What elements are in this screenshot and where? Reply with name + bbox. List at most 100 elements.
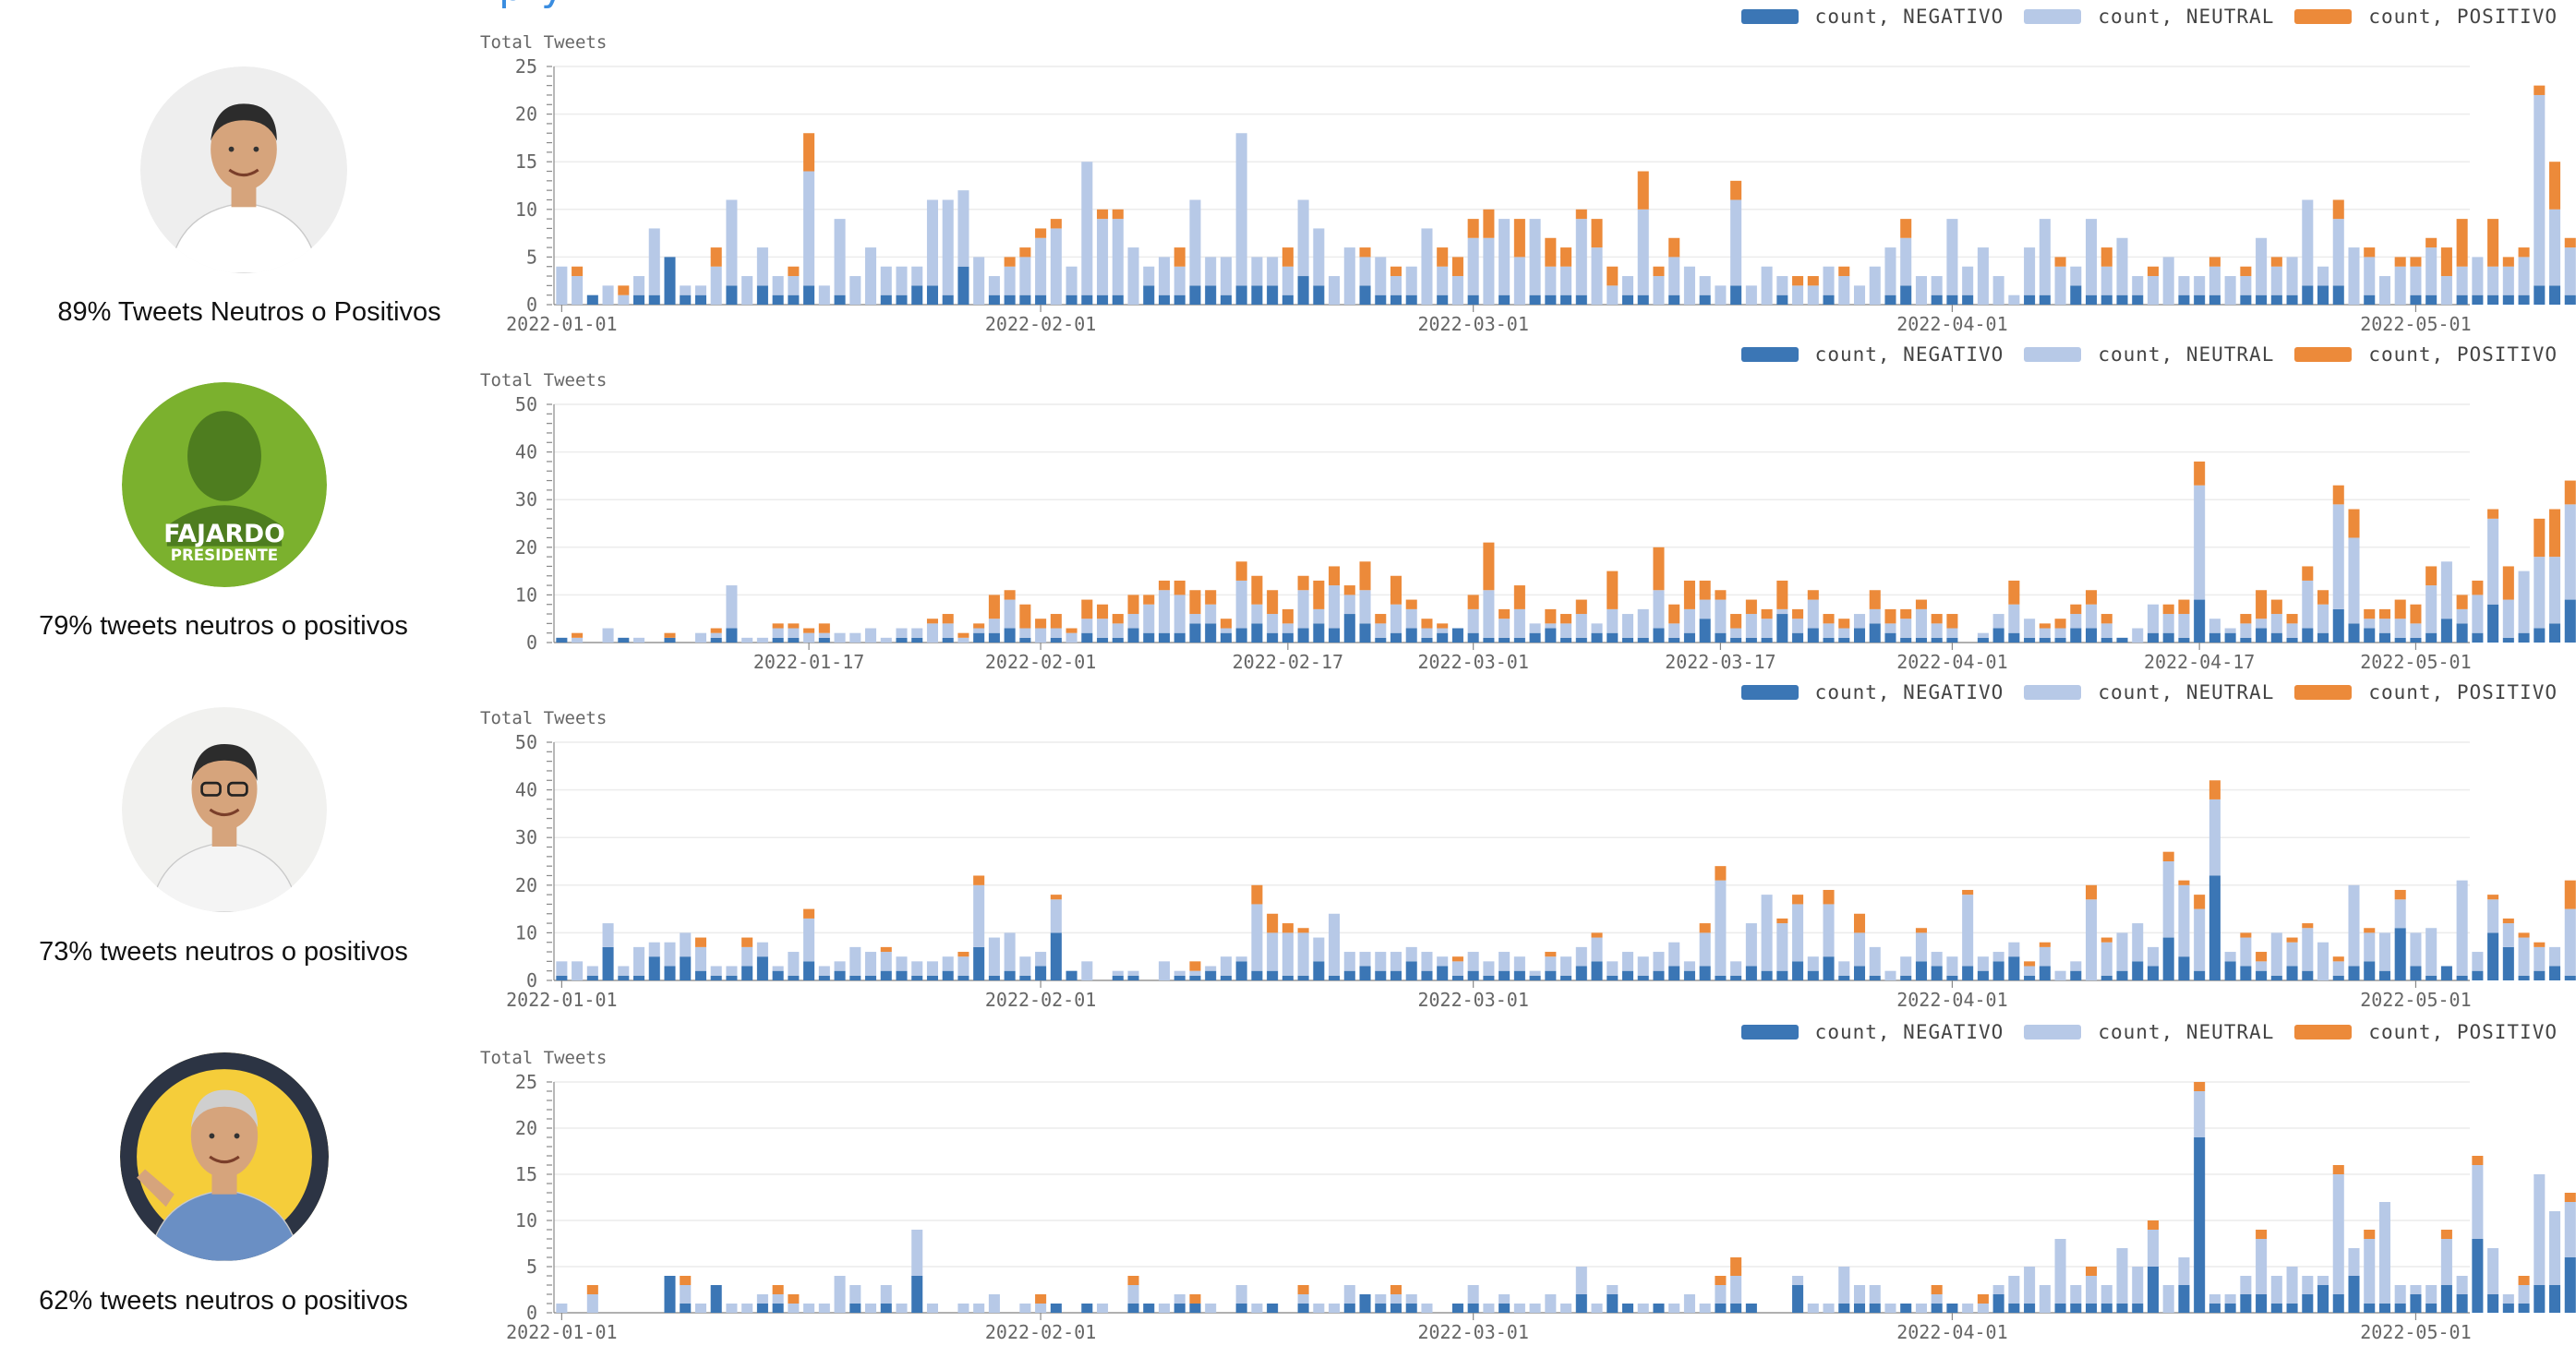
bar-neutral [1807, 285, 1819, 305]
bar-positivo [2440, 247, 2452, 277]
bar-negativo [1931, 966, 1943, 980]
bar-neutral [1838, 628, 1850, 638]
bar-negativo [942, 637, 954, 643]
bar-neutral [834, 1276, 846, 1313]
bar-neutral [973, 628, 985, 633]
legend-item[interactable]: count, NEGATIVO [1740, 1021, 2004, 1043]
glasses-right [227, 781, 248, 797]
bar-positivo [788, 623, 800, 629]
bar-positivo [973, 623, 985, 629]
bar-negativo [2549, 285, 2561, 305]
legend-item[interactable]: count, NEUTRAL [2024, 681, 2274, 703]
bar-neutral [1421, 952, 1433, 971]
x-tick-label: 2022-04-01 [1896, 313, 2007, 335]
bar-positivo [772, 1285, 784, 1294]
bar-neutral [2378, 619, 2390, 633]
bar-negativo [2178, 637, 2190, 643]
bar-neutral [1838, 1267, 1850, 1304]
bar-neutral [880, 266, 892, 295]
bar-neutral [1900, 619, 1912, 638]
legend-swatch [1740, 685, 1799, 700]
bar-negativo [1621, 1304, 1634, 1313]
bar-positivo [2456, 595, 2468, 609]
bar-negativo [1405, 961, 1417, 980]
bar-neutral [1992, 952, 2004, 962]
bar-negativo [2410, 637, 2422, 643]
bar-positivo [1359, 561, 1371, 591]
bar-positivo [788, 1294, 800, 1304]
legend-item[interactable]: count, POSITIVO [2294, 343, 2558, 366]
bar-neutral [2270, 1276, 2282, 1304]
y-tick-label: 5 [526, 246, 537, 268]
bar-negativo [788, 294, 800, 305]
x-tick-label: 2022-05-01 [2360, 651, 2471, 673]
legend-item[interactable]: count, NEUTRAL [2024, 343, 2274, 366]
bar-neutral [1977, 1304, 1989, 1313]
y-tick-label: 20 [515, 103, 537, 126]
bar-negativo [1390, 970, 1402, 980]
bar-negativo [1081, 1304, 1093, 1313]
legend-item[interactable]: count, POSITIVO [2294, 1021, 2558, 1043]
bar-neutral [2147, 1230, 2159, 1267]
bar-negativo [2518, 632, 2530, 643]
bar-negativo [556, 975, 568, 980]
legend-label: count, NEGATIVO [1814, 6, 2004, 28]
y-tick-label: 50 [515, 393, 537, 415]
bar-positivo [694, 937, 706, 947]
bar-positivo [2564, 1193, 2576, 1202]
legend-item[interactable]: count, NEUTRAL [2024, 1021, 2274, 1043]
bar-positivo [2332, 1165, 2344, 1174]
bar-neutral [1297, 199, 1309, 277]
x-tick-label: 2022-03-17 [1665, 651, 1776, 673]
bar-negativo [1297, 276, 1309, 305]
hair [190, 1089, 259, 1128]
bar-neutral [633, 946, 645, 976]
bar-neutral [2394, 899, 2406, 929]
bar-neutral [1251, 257, 1263, 286]
bar-negativo [2518, 1304, 2530, 1313]
bar-neutral [2534, 557, 2546, 629]
legend-label: count, NEGATIVO [1814, 1021, 2004, 1043]
legend-item[interactable]: count, NEGATIVO [1740, 343, 2004, 366]
bar-positivo [2364, 928, 2376, 933]
legend-swatch [2294, 9, 2353, 24]
bar-neutral [2348, 1248, 2360, 1276]
legend-item[interactable]: count, NEUTRAL [2024, 6, 2274, 28]
bar-negativo [1823, 637, 1835, 643]
bar-positivo [1560, 614, 1572, 624]
bar-negativo [2224, 961, 2236, 980]
bar-negativo [2426, 632, 2438, 643]
legend-item[interactable]: count, NEGATIVO [1740, 681, 2004, 703]
bar-neutral [1467, 608, 1479, 633]
bar-neutral [2132, 276, 2144, 295]
bar-neutral [1112, 623, 1124, 638]
x-tick-label: 2022-02-01 [985, 313, 1096, 335]
bar-neutral [1483, 1304, 1495, 1313]
eye-right [253, 146, 259, 152]
bar-negativo [1421, 970, 1433, 980]
legend-item[interactable]: count, NEGATIVO [1740, 6, 2004, 28]
bar-negativo [1174, 1304, 1186, 1313]
bar-negativo [2394, 637, 2406, 643]
bar-positivo [2256, 1230, 2268, 1239]
bar-neutral [572, 637, 584, 643]
bar-neutral [2008, 1276, 2020, 1304]
bar-neutral [911, 961, 923, 976]
legend-item[interactable]: count, POSITIVO [2294, 681, 2558, 703]
bar-neutral [1621, 952, 1634, 971]
bar-neutral [1235, 1285, 1247, 1304]
x-tick-label: 2022-05-01 [2360, 1321, 2471, 1343]
bar-positivo [1437, 247, 1449, 267]
bar-neutral [726, 1304, 738, 1313]
bar-positivo [2101, 937, 2113, 943]
bar-negativo [2008, 1304, 2020, 1313]
x-tick-label: 2022-03-01 [1417, 1321, 1528, 1343]
bar-neutral [1607, 285, 1619, 305]
bar-negativo [1158, 632, 1171, 643]
bar-negativo [726, 285, 738, 305]
bar-positivo [1931, 1285, 1943, 1294]
bar-negativo [1019, 294, 1031, 305]
legend-label: count, NEGATIVO [1814, 343, 2004, 366]
legend-item[interactable]: count, POSITIVO [2294, 6, 2558, 28]
bar-negativo [1035, 294, 1047, 305]
